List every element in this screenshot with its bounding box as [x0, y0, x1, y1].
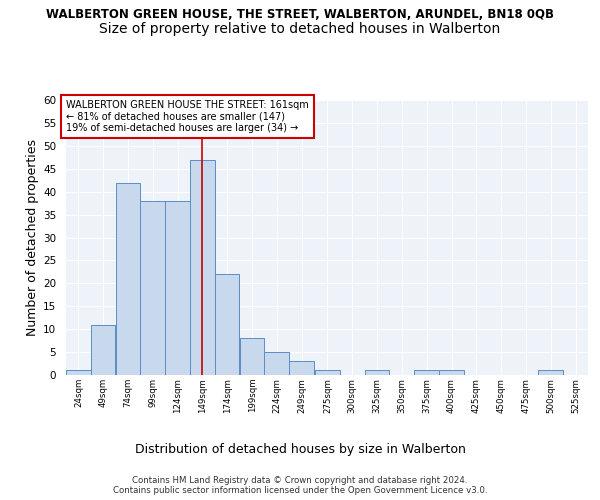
Bar [315, 370, 340, 375]
Bar [66, 370, 91, 375]
Bar [165, 201, 190, 375]
Bar [415, 370, 439, 375]
Bar [91, 324, 115, 375]
Text: Distribution of detached houses by size in Walberton: Distribution of detached houses by size … [134, 442, 466, 456]
Bar [439, 370, 464, 375]
Bar [239, 338, 264, 375]
Bar [215, 274, 239, 375]
Bar [538, 370, 563, 375]
Bar [265, 352, 289, 375]
Text: Contains HM Land Registry data © Crown copyright and database right 2024.
Contai: Contains HM Land Registry data © Crown c… [113, 476, 487, 495]
Bar [116, 182, 140, 375]
Bar [289, 361, 314, 375]
Text: Size of property relative to detached houses in Walberton: Size of property relative to detached ho… [100, 22, 500, 36]
Bar [365, 370, 389, 375]
Text: WALBERTON GREEN HOUSE, THE STREET, WALBERTON, ARUNDEL, BN18 0QB: WALBERTON GREEN HOUSE, THE STREET, WALBE… [46, 8, 554, 20]
Text: WALBERTON GREEN HOUSE THE STREET: 161sqm
← 81% of detached houses are smaller (1: WALBERTON GREEN HOUSE THE STREET: 161sqm… [66, 100, 309, 133]
Bar [140, 201, 165, 375]
Bar [190, 160, 215, 375]
Y-axis label: Number of detached properties: Number of detached properties [26, 139, 39, 336]
